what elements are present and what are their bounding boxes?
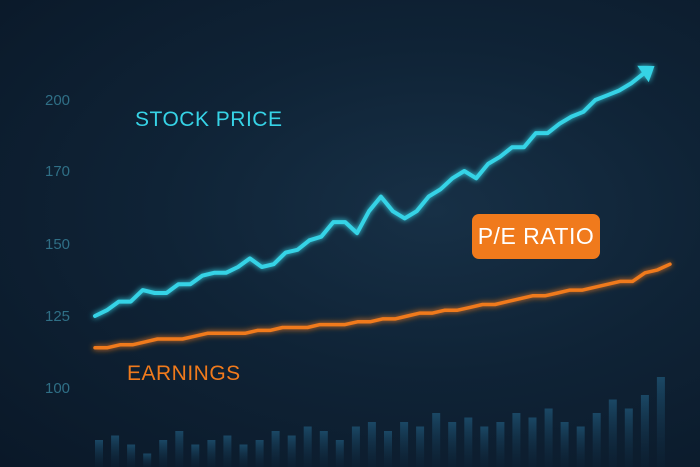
volume-bar bbox=[512, 413, 521, 467]
volume-bar bbox=[592, 413, 601, 467]
volume-bar bbox=[303, 426, 312, 467]
volume-bar bbox=[239, 444, 248, 467]
volume-bar bbox=[367, 422, 376, 467]
volume-bar bbox=[175, 431, 184, 467]
y-tick-label: 170 bbox=[45, 163, 70, 180]
volume-bar bbox=[624, 408, 633, 467]
volume-bar bbox=[400, 422, 409, 467]
volume-bar bbox=[127, 444, 136, 467]
volume-bar bbox=[608, 399, 617, 467]
volume-bar bbox=[255, 440, 264, 467]
y-tick-label: 100 bbox=[45, 380, 70, 397]
volume-bar bbox=[95, 440, 103, 467]
earnings-line bbox=[93, 262, 672, 350]
volume-bar bbox=[191, 444, 200, 467]
volume-bar bbox=[496, 422, 505, 467]
stock-price-label: STOCK PRICE bbox=[135, 108, 283, 131]
y-tick-label: 200 bbox=[45, 92, 70, 109]
volume-bar bbox=[319, 431, 328, 467]
volume-bar bbox=[223, 435, 232, 467]
volume-bar bbox=[576, 426, 585, 467]
volume-bar bbox=[384, 431, 392, 467]
volume-bar bbox=[111, 435, 120, 467]
volume-bar bbox=[207, 440, 216, 467]
volume-bar bbox=[560, 422, 569, 467]
pe-ratio-badge: P/E RATIO bbox=[472, 214, 600, 259]
earnings-label: EARNINGS bbox=[127, 362, 241, 385]
volume-bar bbox=[271, 431, 280, 467]
volume-bar bbox=[480, 426, 489, 467]
volume-bar bbox=[464, 417, 473, 467]
volume-bar bbox=[143, 453, 152, 467]
volume-bar bbox=[335, 440, 344, 467]
up-arrow-icon bbox=[637, 65, 655, 83]
volume-bar bbox=[656, 377, 665, 467]
volume-bar bbox=[287, 435, 296, 467]
volume-bar bbox=[640, 395, 649, 467]
volume-bar bbox=[528, 417, 537, 467]
volume-bar bbox=[544, 408, 553, 467]
volume-bar bbox=[432, 413, 441, 467]
y-tick-label: 150 bbox=[45, 236, 70, 253]
volume-bar bbox=[448, 422, 457, 467]
volume-bar bbox=[416, 426, 425, 467]
y-tick-label: 125 bbox=[45, 308, 70, 325]
volume-bar bbox=[351, 426, 360, 467]
volume-bar bbox=[159, 440, 168, 467]
